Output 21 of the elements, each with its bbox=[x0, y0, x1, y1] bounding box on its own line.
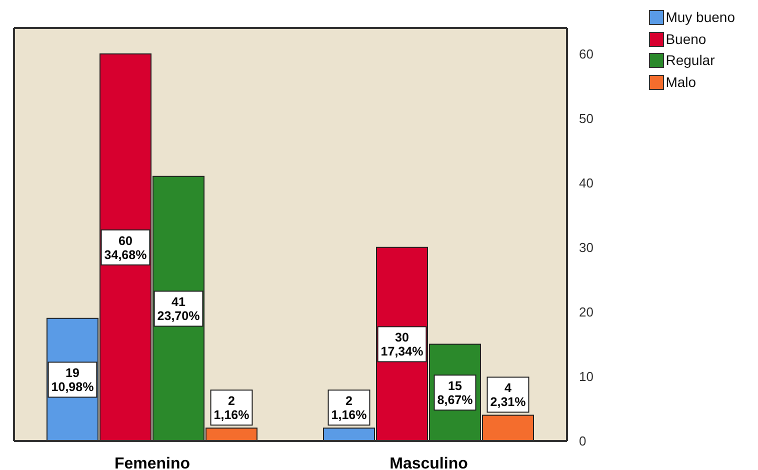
data-label: 60 34,68% bbox=[104, 234, 147, 262]
data-label: 15 8,67% bbox=[437, 379, 473, 408]
legend-label: Malo bbox=[666, 72, 696, 92]
data-label: 4 2,31% bbox=[490, 381, 526, 410]
y-tick-label: 0 bbox=[579, 434, 586, 449]
y-tick-label: 30 bbox=[579, 240, 594, 256]
x-tick-label: Masculino bbox=[390, 455, 468, 470]
legend-label: Bueno bbox=[666, 30, 706, 49]
legend-label: Regular bbox=[666, 51, 715, 70]
y-tick-label: 60 bbox=[579, 46, 594, 62]
x-tick-label: Femenino bbox=[114, 455, 190, 470]
y-tick-label: 10 bbox=[579, 369, 594, 384]
legend-label: Muy bueno bbox=[666, 8, 735, 28]
data-label: 41 23,70% bbox=[157, 295, 200, 324]
y-tick-label: 20 bbox=[579, 304, 594, 320]
data-label: 2 1,16% bbox=[214, 394, 250, 422]
y-tick-label: 40 bbox=[579, 175, 594, 190]
data-label: 2 1,16% bbox=[331, 394, 367, 422]
data-label: 30 17,34% bbox=[380, 330, 424, 359]
data-label: 19 10,98% bbox=[51, 366, 94, 394]
y-tick-label: 50 bbox=[579, 110, 594, 126]
